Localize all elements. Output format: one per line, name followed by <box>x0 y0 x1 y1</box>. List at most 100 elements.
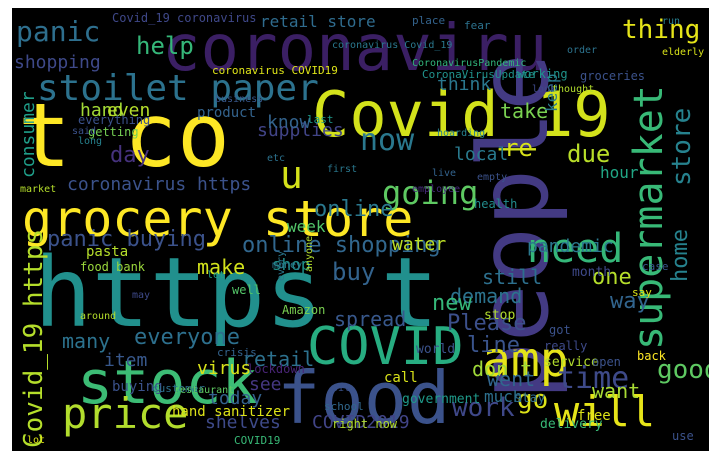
cloud-word: product <box>197 105 256 121</box>
cloud-word: COVID <box>307 317 464 377</box>
cloud-word: need <box>527 226 623 272</box>
cloud-word: store <box>667 108 697 186</box>
cloud-word: every <box>276 251 287 281</box>
cloud-word: elderly <box>662 47 704 58</box>
cloud-word: shop <box>272 255 311 274</box>
cloud-word: make <box>197 255 245 279</box>
cloud-word: hoarding <box>437 128 485 139</box>
cloud-word: may <box>132 290 150 301</box>
cloud-word: line <box>467 333 520 358</box>
cloud-word: Covid_19 coronavirus <box>112 11 257 25</box>
cloud-word: much <box>484 387 523 406</box>
cloud-word: week <box>287 217 326 236</box>
cloud-word: many <box>62 329 110 353</box>
cloud-word: coronavirus Covid_19 <box>332 40 452 51</box>
cloud-word: stoilet paper <box>37 68 319 109</box>
cloud-word: call <box>384 370 418 386</box>
cloud-word: said <box>72 126 96 137</box>
cloud-word: know <box>267 112 311 133</box>
cloud-word: online shopping <box>242 233 441 258</box>
cloud-word: hand <box>80 100 123 121</box>
cloud-word: getting <box>88 125 139 139</box>
cloud-word: think <box>437 74 491 95</box>
cloud-word: live <box>432 168 456 179</box>
cloud-word: pandemic <box>527 236 614 257</box>
cloud-word: stock <box>77 348 258 418</box>
cloud-word: price <box>62 389 188 438</box>
cloud-word: day <box>110 143 150 168</box>
cloud-word: home <box>668 229 693 282</box>
cloud-word: employee <box>412 184 460 195</box>
cloud-word: month <box>572 265 611 280</box>
cloud-word: time <box>557 361 629 396</box>
cloud-word: new <box>432 291 472 316</box>
cloud-word: working <box>517 67 568 81</box>
cloud-word: use <box>672 429 694 443</box>
cloud-word: fear <box>464 19 491 32</box>
cloud-word: look <box>532 84 556 95</box>
cloud-word: etc <box>267 153 285 164</box>
cloud-word: don t <box>472 357 532 381</box>
cloud-word: Amazon <box>282 303 325 317</box>
cloud-word: customer <box>152 382 205 395</box>
cloud-word: got <box>549 323 571 337</box>
cloud-word: delivery <box>540 417 603 432</box>
cloud-word: panic <box>16 15 100 48</box>
cloud-word: well <box>232 283 261 297</box>
cloud-word: free <box>577 408 611 424</box>
cloud-word: https t <box>34 237 439 349</box>
cloud-word: hour <box>600 163 639 182</box>
cloud-word: school <box>324 400 364 413</box>
cloud-word: place <box>412 14 445 27</box>
cloud-word: groceries <box>580 69 645 83</box>
cloud-word: keep <box>542 73 561 112</box>
cloud-word: re <box>504 134 533 162</box>
cloud-word: item <box>104 350 147 371</box>
cloud-word: Covid_19 https <box>19 229 49 448</box>
cloud-word: case <box>642 260 669 273</box>
cloud-word: CoronaVirusUpdate <box>422 68 535 81</box>
cloud-word: service <box>544 355 599 370</box>
cloud-word: Covid_19 <box>312 78 611 151</box>
cloud-word: going <box>382 174 478 212</box>
cloud-word: oil <box>332 383 350 394</box>
cloud-word: supermarket <box>626 85 672 350</box>
cloud-word: consumer <box>18 91 39 178</box>
cloud-word: coronavirus COVID19 <box>212 64 338 77</box>
cloud-word: government <box>402 392 480 407</box>
cloud-word: order <box>567 45 597 56</box>
cloud-word: everyone <box>134 325 240 350</box>
cloud-word: grocery store <box>22 190 413 248</box>
cloud-word: open <box>592 355 621 369</box>
cloud-word: stop <box>484 308 515 323</box>
cloud-word: panic buying <box>47 227 206 252</box>
cloud-word: food <box>277 356 450 440</box>
cloud-word: COVID2019 <box>312 412 410 433</box>
cloud-word: due <box>567 140 610 168</box>
cloud-word: around <box>80 311 116 322</box>
cloud-word: work <box>452 393 515 423</box>
cloud-word: say <box>632 286 652 299</box>
cloud-word: coronaviru <box>162 12 547 86</box>
cloud-word: COVID19 <box>234 434 280 447</box>
cloud-word: demand <box>450 284 522 308</box>
cloud-word: first <box>327 164 357 175</box>
cloud-word: u <box>280 153 303 197</box>
cloud-word: retail <box>242 347 314 371</box>
cloud-word: market <box>20 184 56 195</box>
cloud-word: help <box>136 32 194 60</box>
cloud-word: right now <box>332 417 398 431</box>
cloud-word: anyone <box>304 236 315 272</box>
cloud-word: stay <box>514 391 545 406</box>
cloud-word: buying <box>112 379 163 395</box>
cloud-word: money <box>272 260 302 271</box>
cloud-word: today <box>208 388 262 409</box>
cloud-word: go <box>517 385 548 415</box>
cloud-word: health <box>474 197 517 211</box>
cloud-word: now <box>360 123 415 158</box>
cloud-word: want <box>592 379 640 403</box>
cloud-word: shopping <box>14 52 101 73</box>
cloud-word: still <box>482 265 542 289</box>
